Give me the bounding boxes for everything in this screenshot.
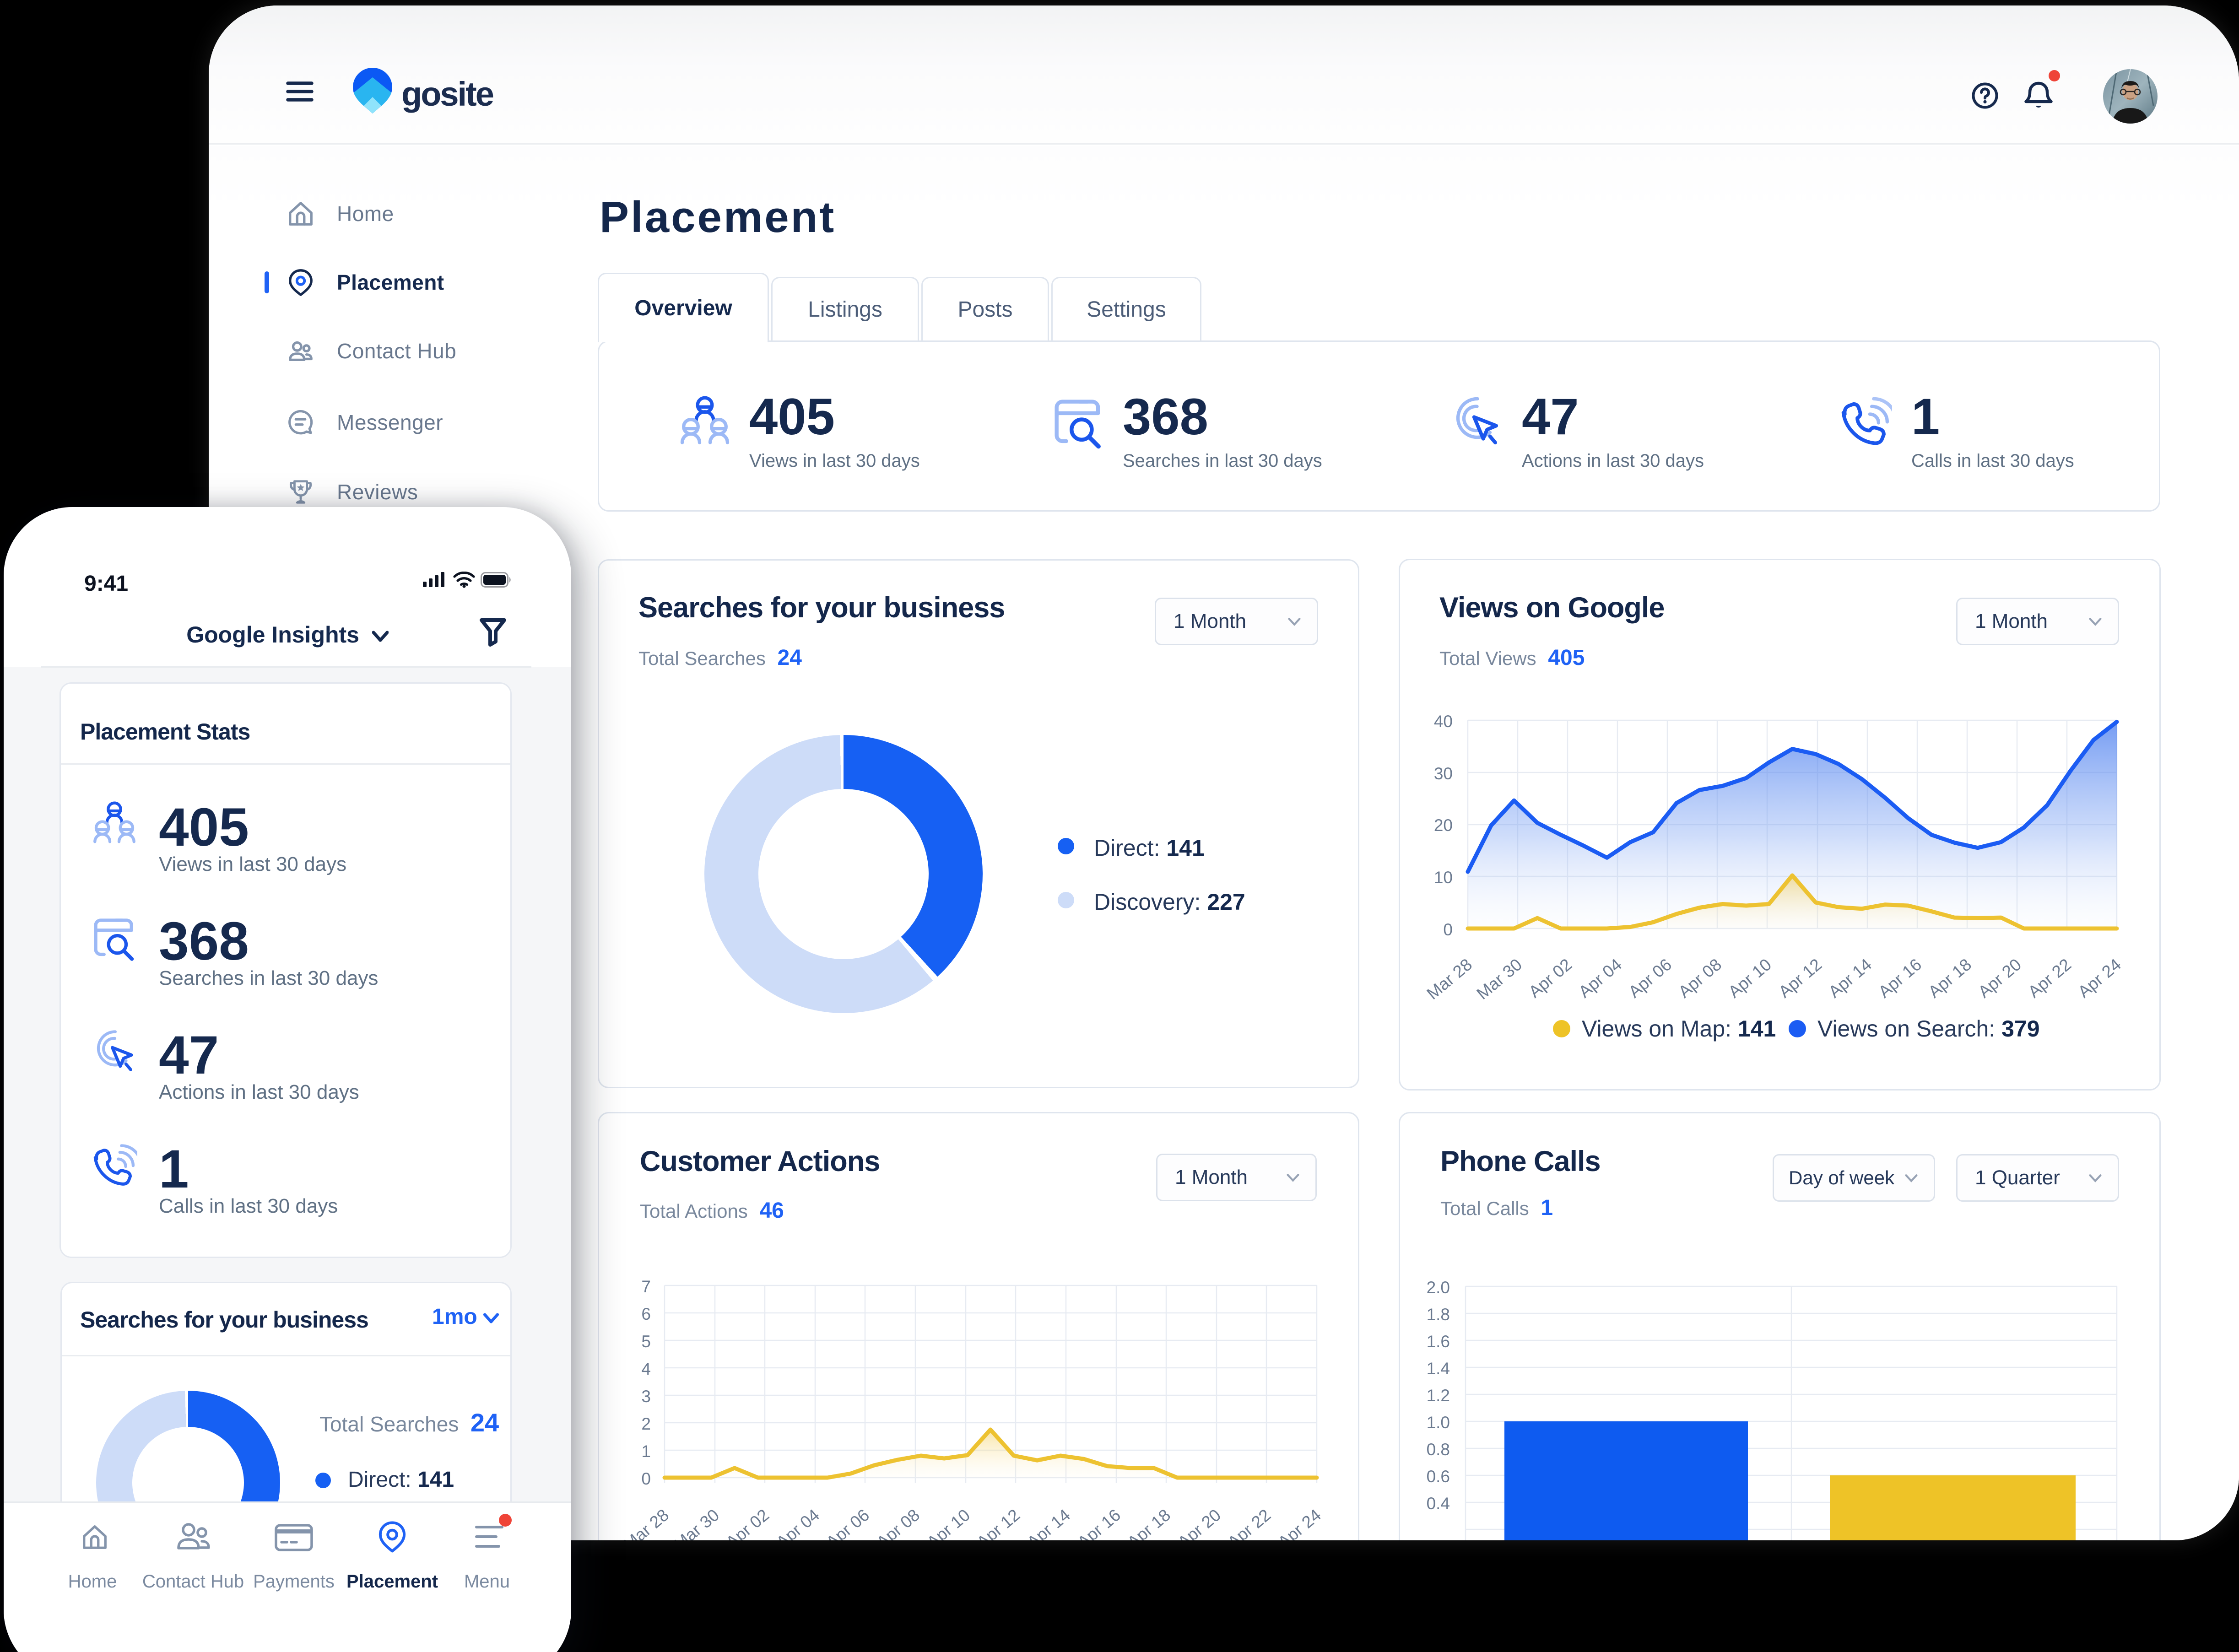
svg-text:Apr 02: Apr 02 — [722, 1506, 773, 1540]
svg-text:Apr 14: Apr 14 — [1825, 955, 1875, 1001]
svg-text:40: 40 — [1434, 712, 1453, 731]
svg-text:Mar 28: Mar 28 — [1423, 955, 1476, 1003]
svg-text:1.0: 1.0 — [1427, 1413, 1450, 1432]
svg-text:0: 0 — [1443, 920, 1453, 939]
svg-text:Apr 14: Apr 14 — [1023, 1506, 1074, 1540]
svg-text:Apr 12: Apr 12 — [1775, 955, 1825, 1001]
svg-text:Apr 04: Apr 04 — [773, 1506, 823, 1540]
svg-text:Apr 24: Apr 24 — [2074, 955, 2125, 1001]
svg-text:0.4: 0.4 — [1427, 1494, 1450, 1513]
svg-text:Apr 06: Apr 06 — [822, 1506, 873, 1540]
svg-text:Apr 16: Apr 16 — [1875, 955, 1925, 1001]
svg-text:0.6: 0.6 — [1427, 1467, 1450, 1486]
svg-text:Apr 08: Apr 08 — [1675, 955, 1725, 1001]
svg-text:1.2: 1.2 — [1427, 1386, 1450, 1405]
svg-text:Apr 22: Apr 22 — [2024, 955, 2075, 1001]
svg-text:1.6: 1.6 — [1427, 1332, 1450, 1351]
svg-text:7: 7 — [641, 1277, 651, 1296]
svg-text:1.4: 1.4 — [1427, 1359, 1450, 1378]
svg-text:10: 10 — [1434, 868, 1453, 887]
svg-text:3: 3 — [641, 1387, 651, 1406]
svg-text:Views on Map: 141: Views on Map: 141 — [1582, 1016, 1776, 1042]
svg-text:1.8: 1.8 — [1427, 1305, 1450, 1324]
svg-text:2.0: 2.0 — [1427, 1278, 1450, 1297]
svg-text:0: 0 — [641, 1469, 651, 1488]
svg-text:Apr 22: Apr 22 — [1224, 1506, 1274, 1540]
svg-text:Apr 08: Apr 08 — [873, 1506, 923, 1540]
svg-text:Apr 16: Apr 16 — [1074, 1506, 1124, 1540]
svg-text:Mar 28: Mar 28 — [620, 1506, 673, 1540]
svg-text:20: 20 — [1434, 816, 1453, 835]
svg-text:Apr 18: Apr 18 — [1925, 955, 1975, 1001]
svg-text:30: 30 — [1434, 764, 1453, 783]
svg-text:5: 5 — [641, 1332, 651, 1351]
svg-text:Apr 06: Apr 06 — [1625, 955, 1675, 1001]
svg-text:Views on Search: 379: Views on Search: 379 — [1817, 1016, 2040, 1042]
svg-text:2: 2 — [641, 1414, 651, 1433]
svg-text:Apr 10: Apr 10 — [1725, 955, 1775, 1001]
svg-text:Mar 30: Mar 30 — [671, 1506, 723, 1540]
svg-text:Apr 12: Apr 12 — [973, 1506, 1023, 1540]
svg-text:Mar 30: Mar 30 — [1473, 955, 1526, 1003]
svg-text:Apr 20: Apr 20 — [1974, 955, 2025, 1001]
svg-text:Apr 02: Apr 02 — [1525, 955, 1575, 1001]
svg-text:0.8: 0.8 — [1427, 1440, 1450, 1459]
svg-text:6: 6 — [641, 1305, 651, 1323]
svg-text:Apr 04: Apr 04 — [1575, 955, 1625, 1001]
svg-text:1: 1 — [641, 1442, 651, 1461]
svg-text:Apr 18: Apr 18 — [1124, 1506, 1174, 1540]
svg-text:Apr 20: Apr 20 — [1174, 1506, 1224, 1540]
svg-text:4: 4 — [641, 1360, 651, 1378]
svg-text:Apr 24: Apr 24 — [1274, 1506, 1325, 1540]
svg-text:Apr 10: Apr 10 — [923, 1506, 973, 1540]
